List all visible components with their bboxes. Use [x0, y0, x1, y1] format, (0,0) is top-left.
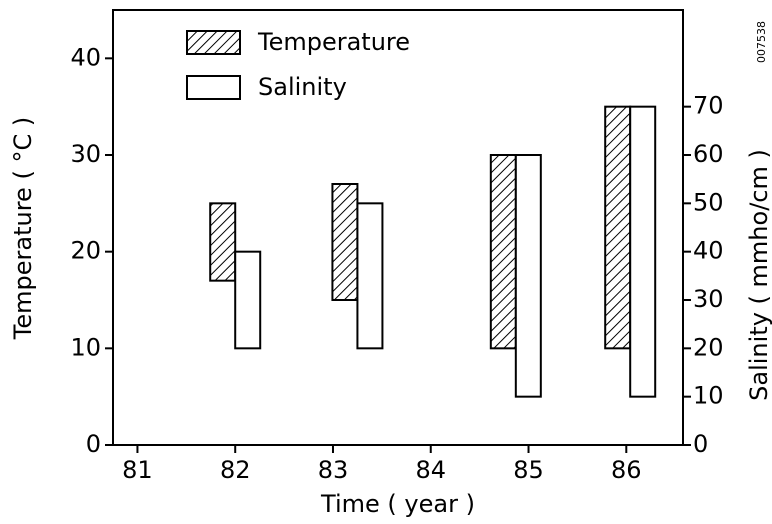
plot-frame [112, 9, 684, 446]
y2-tick-label: 10 [693, 382, 724, 410]
x-tick-label: 82 [220, 456, 251, 484]
legend-label: Temperature [257, 28, 410, 56]
legend-swatch [186, 30, 241, 55]
y2-tick-label: 40 [693, 237, 724, 265]
y2-tick-label: 60 [693, 140, 724, 168]
x-tick-label: 86 [611, 456, 642, 484]
y-axis-label: Temperature ( °C ) [9, 117, 37, 340]
y2-tick-label: 70 [693, 92, 724, 120]
x-tick-label: 83 [318, 456, 349, 484]
y-tick-label: 30 [70, 140, 101, 168]
legend-swatch [186, 75, 241, 100]
x-tick-label: 84 [415, 456, 446, 484]
range-bar [489, 154, 517, 350]
range-bar [209, 202, 237, 282]
y2-tick-label: 20 [693, 333, 724, 361]
y2-tick-label: 30 [693, 285, 724, 313]
y-tick-label: 0 [86, 430, 101, 458]
y-tick-label: 40 [70, 43, 101, 71]
y-tick-label: 20 [70, 237, 101, 265]
range-bar [629, 105, 657, 398]
range-bar [234, 250, 262, 350]
range-bar [356, 202, 384, 350]
x-tick-label: 85 [513, 456, 544, 484]
range-bar [514, 154, 542, 398]
y2-tick-label: 50 [693, 188, 724, 216]
y2-axis-label: Salinity ( mmho/cm ) [745, 149, 772, 401]
annotation: 007538 [755, 21, 768, 63]
legend-label: Salinity [258, 73, 347, 101]
y-tick-label: 10 [70, 333, 101, 361]
y2-tick-label: 0 [693, 430, 708, 458]
range-bar [331, 183, 359, 301]
x-axis-label: Time ( year ) [320, 490, 475, 518]
range-bar [604, 105, 632, 350]
x-tick-label: 81 [122, 456, 153, 484]
